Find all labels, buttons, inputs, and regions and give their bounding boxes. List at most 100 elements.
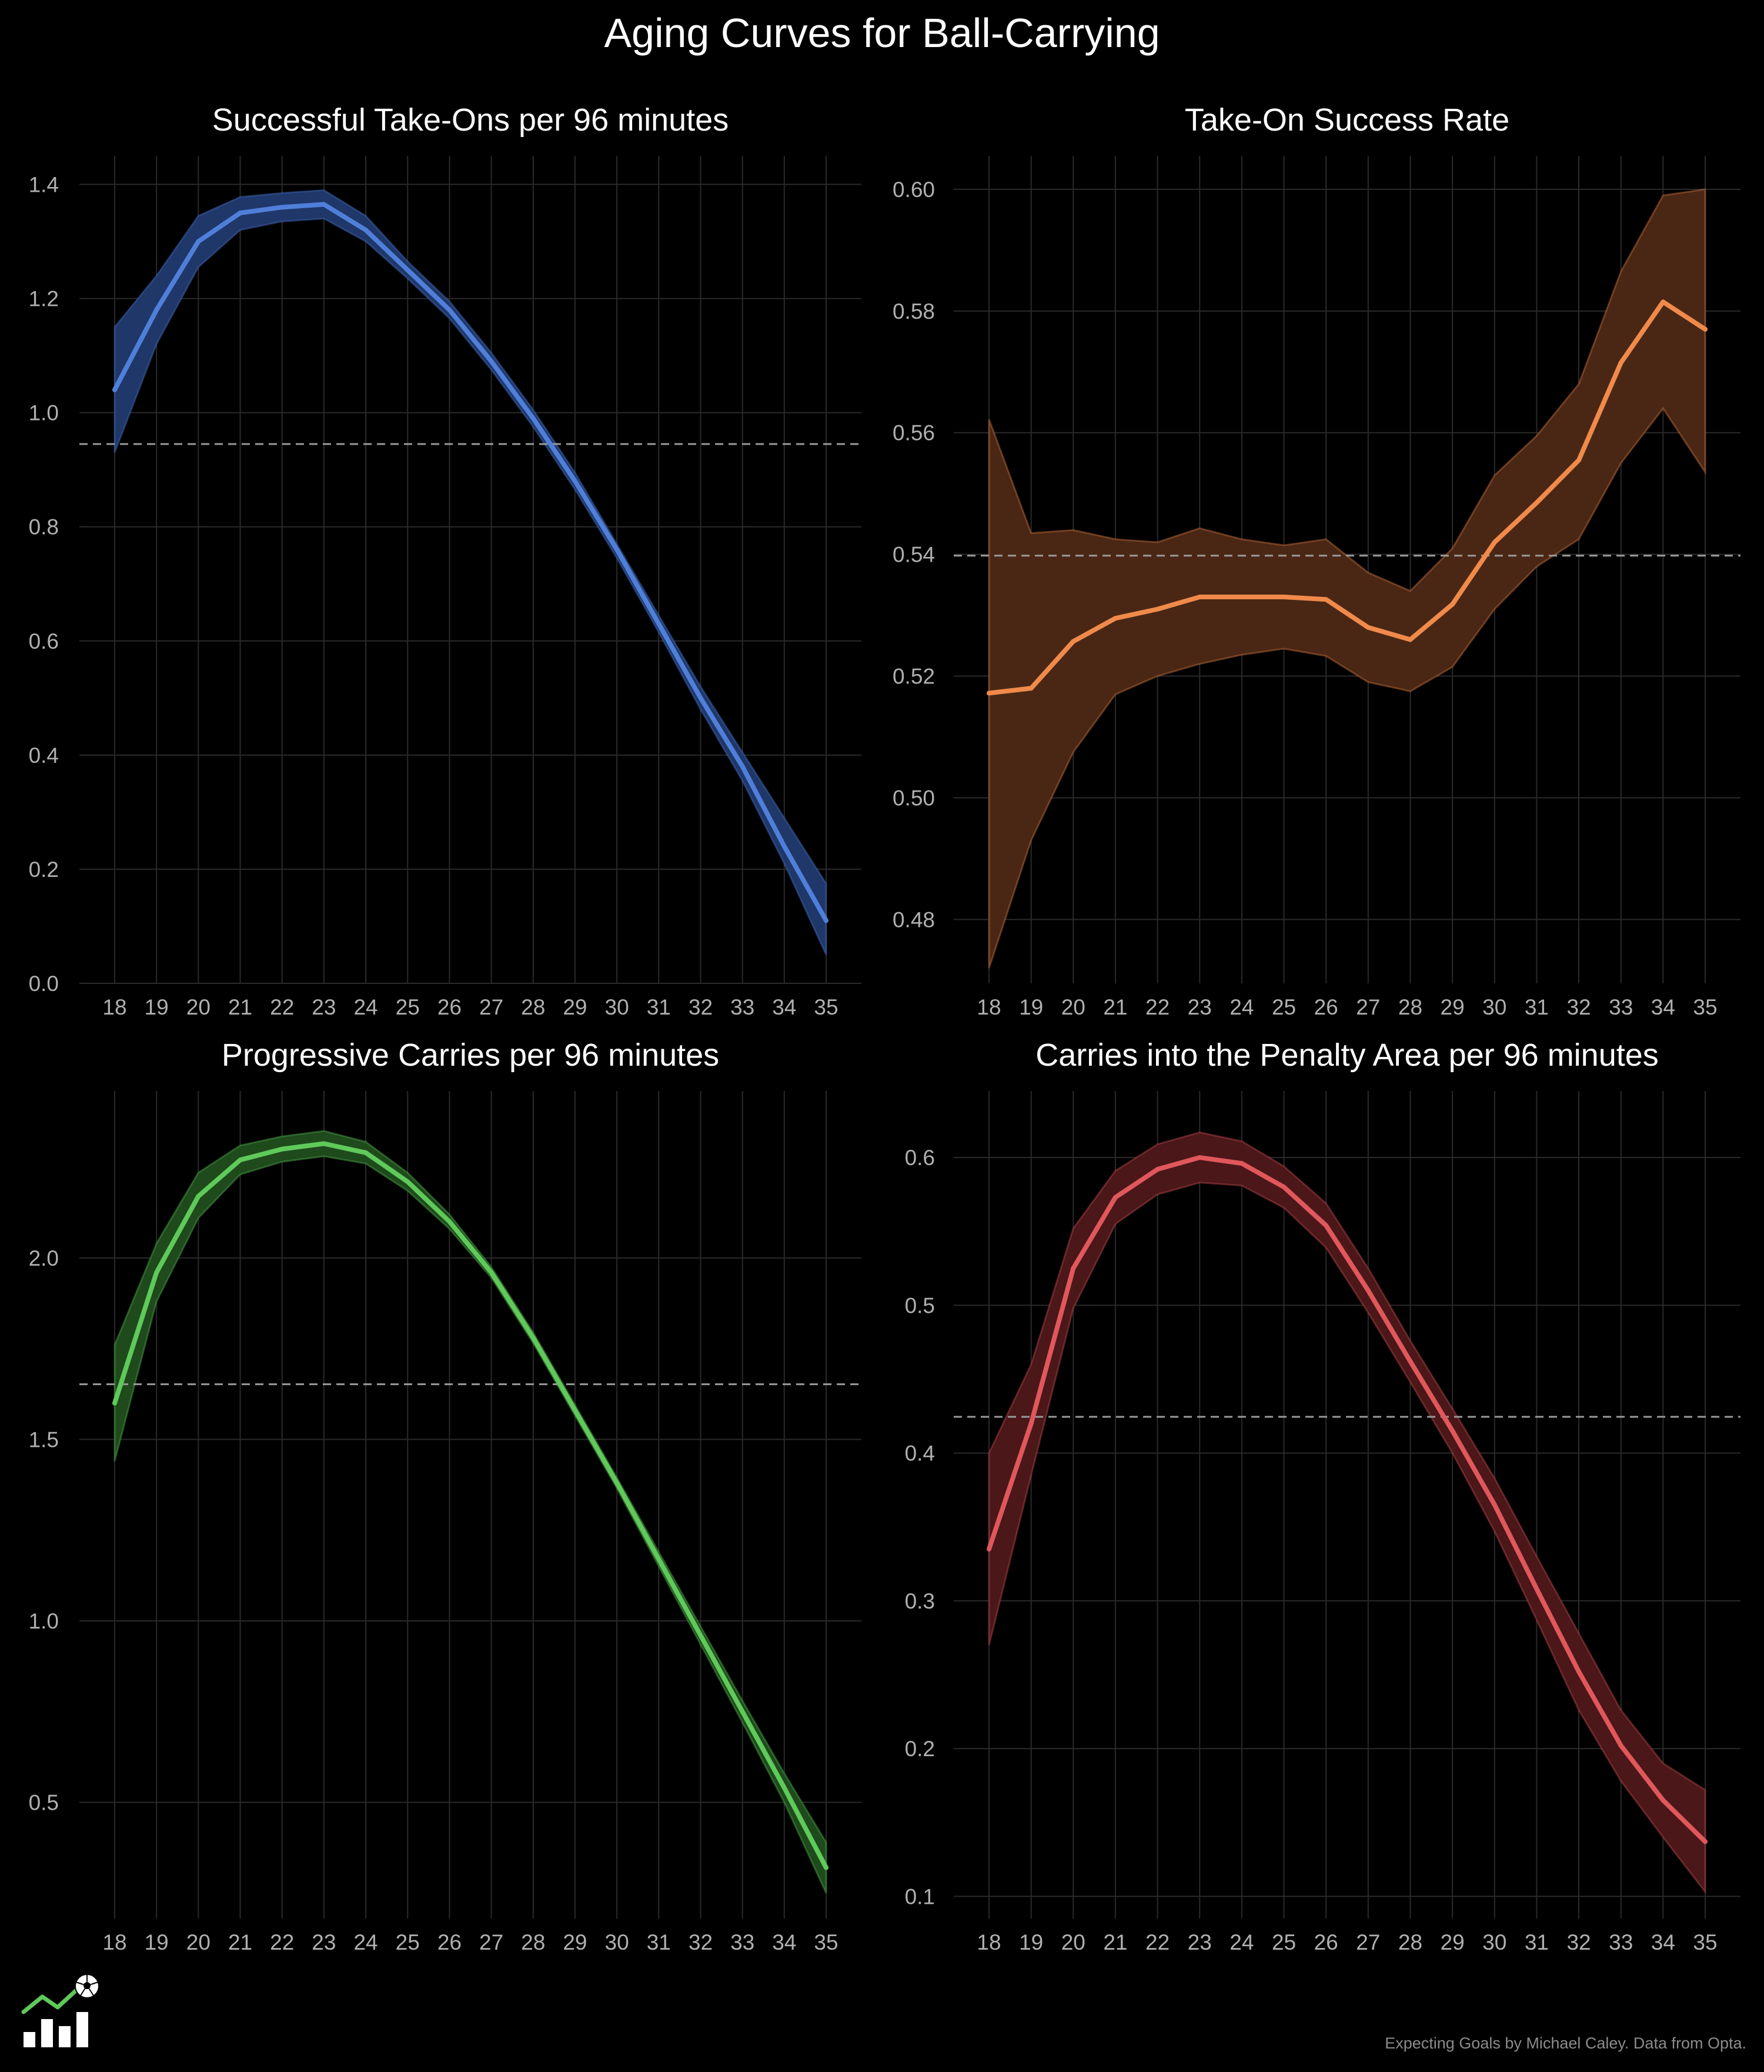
- data-point: [1576, 458, 1582, 463]
- x-tick-label: 34: [772, 995, 796, 1019]
- data-point: [1661, 299, 1666, 305]
- series-line: [987, 1155, 1708, 1844]
- data-point: [112, 387, 117, 392]
- x-tick-label: 29: [563, 995, 587, 1019]
- x-tick-label: 32: [1566, 995, 1591, 1019]
- data-point: [1450, 1428, 1455, 1433]
- data-point: [614, 1480, 620, 1486]
- data-point: [572, 479, 577, 484]
- x-tick-label: 19: [1019, 1930, 1043, 1954]
- data-point: [1112, 1195, 1118, 1200]
- x-tick-label: 21: [1103, 995, 1127, 1019]
- panel-title: Progressive Carries per 96 minutes: [222, 1037, 719, 1073]
- x-tick-label: 31: [647, 1930, 671, 1954]
- x-tick-label: 31: [1525, 995, 1549, 1019]
- x-tick-label: 20: [186, 995, 211, 1019]
- x-tick-label: 33: [730, 1930, 754, 1954]
- data-point: [1155, 606, 1160, 612]
- x-tick-label: 28: [521, 995, 545, 1019]
- data-point: [321, 202, 326, 207]
- data-point: [530, 416, 536, 421]
- data-point: [824, 918, 828, 923]
- x-tick-label: 35: [1693, 995, 1717, 1019]
- data-point: [572, 1408, 577, 1413]
- x-tick-label: 35: [1693, 1930, 1717, 1954]
- data-point: [1534, 1586, 1539, 1591]
- x-tick-label: 31: [647, 995, 671, 1019]
- x-tick-label: 34: [772, 1930, 796, 1954]
- y-tick-label: 0.2: [29, 858, 59, 882]
- data-point: [1534, 500, 1539, 505]
- x-tick-label: 27: [479, 995, 503, 1019]
- x-tick-label: 22: [1145, 1930, 1170, 1954]
- x-tick-label: 29: [1441, 995, 1465, 1019]
- x-tick-label: 33: [1609, 1930, 1633, 1954]
- panel-carries-into-penalty-area: Carries into the Penalty Area per 96 min…: [905, 1037, 1740, 1954]
- data-point: [1492, 539, 1497, 545]
- data-point: [196, 239, 201, 244]
- data-point: [1324, 597, 1329, 602]
- y-tick-label: 0.5: [905, 1293, 935, 1317]
- data-point: [489, 1270, 494, 1275]
- data-point: [1576, 1669, 1582, 1674]
- data-point: [1408, 1359, 1413, 1364]
- data-point: [1703, 326, 1708, 332]
- y-tick-label: 0.56: [893, 421, 935, 445]
- y-tick-label: 0.5: [29, 1791, 59, 1815]
- data-point: [1324, 1223, 1329, 1228]
- panel-title: Successful Take-Ons per 96 minutes: [212, 102, 729, 138]
- x-tick-label: 21: [228, 1930, 252, 1954]
- data-point: [1661, 1798, 1666, 1803]
- data-point: [363, 1150, 369, 1155]
- data-point: [1155, 1167, 1160, 1172]
- data-point: [1028, 686, 1034, 691]
- x-tick-label: 23: [1188, 1930, 1212, 1954]
- data-point: [1618, 1743, 1623, 1749]
- data-point: [824, 1865, 828, 1870]
- y-tick-label: 0.6: [905, 1146, 935, 1170]
- x-tick-label: 31: [1525, 1930, 1549, 1954]
- data-point: [1365, 1288, 1371, 1293]
- data-point: [1028, 1421, 1034, 1426]
- series-line: [987, 299, 1708, 696]
- x-tick-label: 21: [228, 995, 252, 1019]
- figure-title: Aging Curves for Ball-Carrying: [604, 10, 1160, 56]
- data-point: [1365, 625, 1371, 630]
- data-point: [614, 547, 620, 552]
- x-tick-label: 35: [814, 995, 838, 1019]
- y-tick-label: 0.4: [29, 743, 59, 768]
- data-point: [405, 1179, 410, 1185]
- data-point: [154, 1270, 159, 1275]
- data-point: [1112, 616, 1118, 621]
- series-line: [112, 202, 828, 923]
- x-tick-label: 35: [814, 1930, 838, 1954]
- panel-take-on-success-rate: Take-On Success Rate 0.48 0.50 0.52 0.54 0.56…: [893, 102, 1740, 1019]
- x-tick-label: 27: [479, 1930, 503, 1954]
- data-point: [489, 359, 494, 364]
- data-point: [1197, 1155, 1202, 1160]
- x-tick-label: 18: [977, 1930, 1001, 1954]
- y-tick-label: 0.0: [29, 972, 59, 996]
- figure-caption: Expecting Goals by Michael Caley. Data f…: [1385, 2034, 1746, 2052]
- y-tick-label: 1.4: [29, 173, 59, 197]
- data-point: [781, 1785, 787, 1790]
- y-tick-label: 0.2: [905, 1737, 935, 1761]
- panel-title: Take-On Success Rate: [1185, 102, 1509, 138]
- y-tick-label: 0.54: [893, 543, 935, 567]
- data-point: [238, 211, 243, 216]
- x-tick-label: 32: [689, 995, 713, 1019]
- y-tick-label: 1.5: [29, 1427, 59, 1452]
- x-tick-label: 27: [1356, 995, 1380, 1019]
- data-point: [447, 1219, 452, 1224]
- x-tick-label: 18: [977, 995, 1001, 1019]
- data-point: [279, 205, 285, 210]
- confidence-band: [988, 188, 1706, 969]
- data-point: [781, 844, 787, 849]
- data-point: [1703, 1839, 1708, 1844]
- data-point: [1281, 595, 1287, 600]
- x-tick-label: 26: [1314, 995, 1338, 1019]
- x-tick-label: 19: [145, 1930, 169, 1954]
- x-tick-label: 24: [353, 1930, 377, 1954]
- x-tick-label: 29: [1441, 1930, 1465, 1954]
